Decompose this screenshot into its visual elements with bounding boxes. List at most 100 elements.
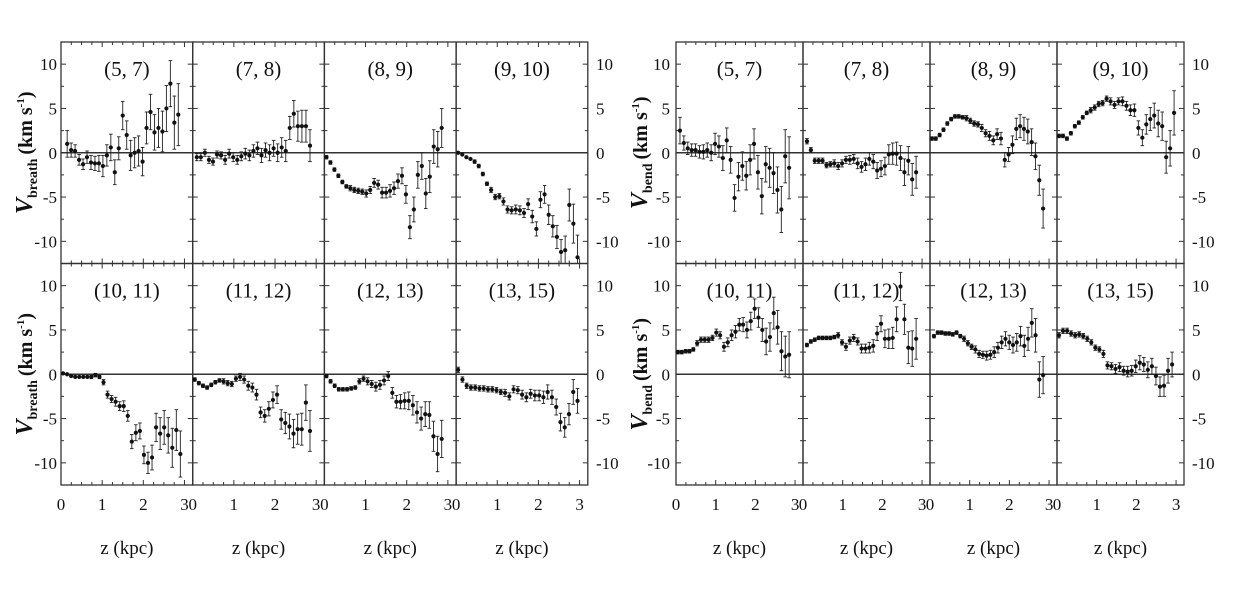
data-point (101, 380, 106, 385)
x-tick-label: 0 (57, 495, 66, 514)
data-point (1125, 369, 1130, 374)
data-point (1084, 110, 1089, 115)
data-point (427, 174, 432, 179)
data-point (1145, 367, 1150, 372)
data-point (843, 344, 849, 349)
data-point (435, 451, 440, 457)
data-point (534, 226, 539, 232)
data-point (399, 173, 405, 178)
data-point (377, 382, 383, 387)
data-point (100, 163, 105, 169)
data-point (1161, 383, 1167, 388)
data-point (744, 173, 749, 178)
data-point (1064, 328, 1070, 333)
data-point (867, 345, 872, 350)
data-point (386, 373, 391, 379)
data-point (937, 132, 942, 138)
data-point (1100, 101, 1105, 106)
data-point (980, 352, 985, 357)
data-point (1033, 154, 1038, 159)
data-point (902, 317, 907, 322)
x-tick-label: 2 (271, 495, 280, 514)
data-point (206, 157, 212, 162)
data-point (843, 157, 849, 162)
data-point (1121, 368, 1126, 373)
y-tick-label-right: 5 (596, 321, 605, 340)
data-point (92, 161, 98, 166)
data-point (886, 336, 891, 341)
y-tick-label-left: 0 (49, 144, 58, 163)
data-point (975, 122, 981, 127)
x-tick-label: 3 (1045, 495, 1054, 514)
data-point (231, 155, 236, 160)
data-point (162, 425, 167, 430)
data-point (513, 207, 518, 212)
data-point (390, 390, 395, 395)
data-point (779, 349, 784, 354)
data-point (394, 399, 399, 404)
data-point (328, 379, 333, 384)
data-point (1080, 115, 1085, 120)
panel-11-12: (11, 12) 0 1 2 3 z (kpc) (188, 262, 326, 559)
data-point (721, 344, 727, 349)
data-point (266, 406, 271, 411)
data-point (1165, 368, 1171, 373)
data-point (65, 141, 70, 146)
data-point (839, 161, 845, 166)
data-point (493, 194, 498, 200)
data-point (526, 202, 531, 207)
data-point (1029, 140, 1034, 145)
y-tick-label-left: -5 (43, 410, 57, 429)
data-point (1069, 331, 1074, 336)
data-point (1152, 113, 1157, 118)
data-point (109, 396, 114, 402)
data-point (759, 194, 764, 199)
y-label-unit: (km s (630, 112, 652, 159)
data-point (1105, 363, 1110, 368)
data-point (411, 207, 416, 212)
panel-title: (13, 15) (1087, 279, 1154, 303)
data-point (783, 354, 788, 359)
data-point (303, 400, 308, 405)
data-point (952, 114, 958, 119)
data-point (960, 115, 965, 120)
data-point (969, 344, 974, 349)
data-point (977, 351, 982, 356)
data-point (956, 114, 961, 119)
data-point (718, 333, 723, 338)
data-point (164, 106, 169, 111)
data-point (116, 146, 121, 151)
data-point (1157, 384, 1163, 389)
data-point (93, 373, 98, 378)
data-point (340, 387, 346, 392)
data-point (105, 392, 110, 397)
y-tick-label-right: 0 (596, 365, 605, 384)
panel-title: (13, 15) (489, 279, 556, 303)
data-point (550, 224, 555, 229)
data-point (914, 170, 919, 175)
data-point (368, 187, 373, 193)
data-point (702, 337, 707, 342)
data-point (391, 186, 397, 191)
data-point (882, 163, 888, 169)
data-point (939, 330, 944, 335)
y-tick-label-left: -5 (656, 188, 670, 207)
data-point (373, 384, 378, 389)
data-point (1029, 320, 1034, 325)
y-tick-label-right: -5 (1192, 188, 1206, 207)
data-point (1124, 103, 1129, 108)
data-point (549, 395, 555, 400)
data-point (221, 379, 226, 384)
panel-8-9: (8, 9) (323, 41, 457, 265)
data-point (515, 388, 520, 393)
data-point (473, 385, 478, 390)
data-point (481, 386, 486, 391)
data-point (878, 321, 884, 326)
data-point (214, 152, 220, 157)
data-point (737, 322, 742, 327)
data-point (1018, 124, 1023, 129)
data-point (279, 417, 284, 422)
data-point (906, 158, 911, 163)
data-point (262, 413, 267, 418)
data-point (196, 381, 201, 386)
